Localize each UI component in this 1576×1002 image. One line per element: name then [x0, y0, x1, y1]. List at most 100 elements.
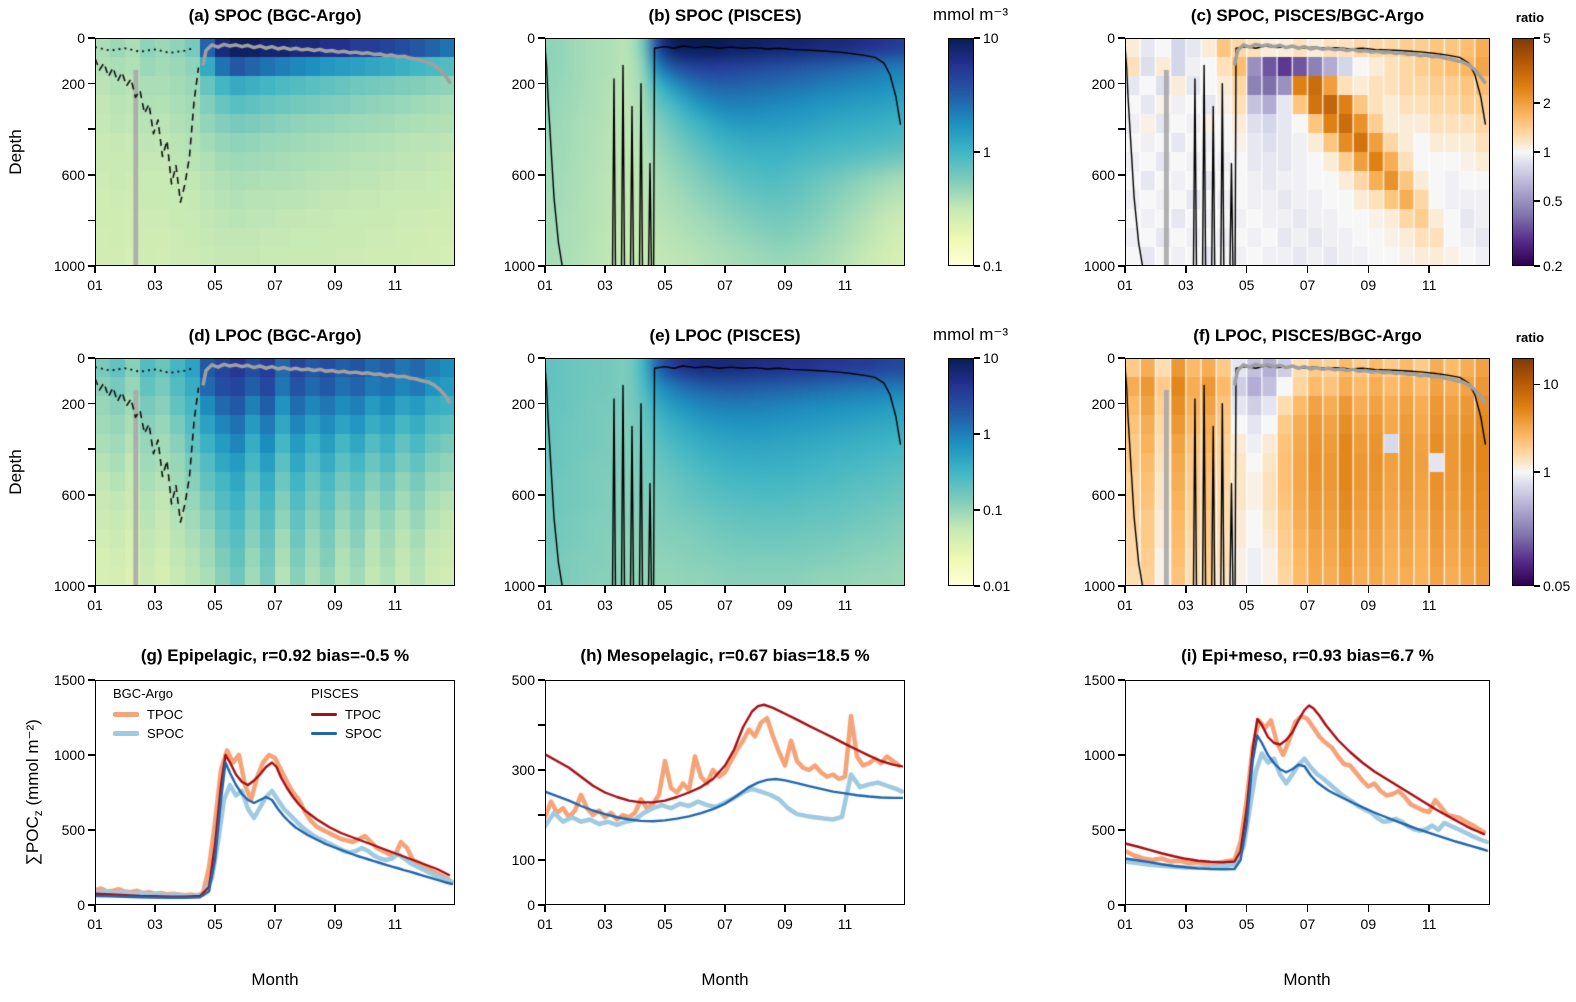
x-tick-mark-g: [154, 905, 156, 912]
legend-item-argo-spoc: SPOC: [113, 724, 184, 743]
x-tick-label-e: 07: [717, 597, 733, 613]
x-tick-label-d: 05: [207, 597, 223, 613]
x-tick-label-h: 05: [657, 916, 673, 932]
sum-poc-units: (mmol m⁻²): [22, 719, 42, 811]
x-tick-mark-e: [544, 586, 546, 593]
x-tick-label-b: 09: [777, 277, 793, 293]
heatmap-c-canvas: [1125, 38, 1490, 266]
x-tick-mark-d: [214, 586, 216, 593]
colorbar-de-tick-label: 10: [983, 350, 999, 366]
panel-g-epipelagic: [95, 680, 455, 905]
colorbar-f: [1512, 358, 1534, 586]
colorbar-ab: [948, 38, 974, 266]
x-tick-mark-g: [94, 905, 96, 912]
y-tick-mark-b: [538, 265, 545, 267]
legend-group-pisces-title: PISCES: [311, 686, 359, 701]
y-tick-label-i: 1000: [1083, 747, 1115, 763]
x-tick-mark-g: [214, 905, 216, 912]
x-tick-label-a: 09: [327, 277, 343, 293]
y-tick-mark-f: [1118, 585, 1125, 587]
panel-a-spoc-bgcargo: [95, 38, 455, 266]
y-tick-mark-f: [1118, 448, 1125, 450]
x-tick-mark-d: [154, 586, 156, 593]
x-tick-mark-i: [1367, 905, 1370, 912]
panel-d-title: (d) LPOC (BGC-Argo): [188, 326, 362, 345]
panel-h-title: (h) Mesopelagic, r=0.67 bias=18.5 %: [580, 646, 870, 665]
x-tick-label-a: 11: [387, 277, 403, 293]
panel-b-spoc-pisces: [545, 38, 905, 266]
x-tick-label-f: 01: [1117, 597, 1133, 613]
y-tick-label-f: 200: [1091, 395, 1115, 412]
x-tick-label-a: 01: [87, 277, 103, 293]
colorbar-ab-units: mmol m⁻³: [932, 5, 1008, 24]
x-tick-mark-a: [94, 266, 96, 273]
y-tick-label-b: 200: [511, 75, 535, 92]
colorbar-c-tick-label: 0.5: [1543, 193, 1563, 210]
x-tick-label-g: 11: [387, 916, 403, 932]
x-tick-mark-i: [1124, 905, 1126, 912]
y-tick-mark-d: [88, 402, 95, 405]
y-tick-mark-b: [538, 82, 545, 85]
legend-item-pisces-tpoc: TPOC: [311, 705, 382, 724]
x-tick-label-b: 11: [837, 277, 853, 293]
colorbar-f-tick-label: 10: [1543, 376, 1559, 393]
legend-item-pisces-tpoc-label: TPOC: [345, 707, 382, 722]
x-tick-mark-a: [394, 266, 396, 273]
y-tick-label-d: 600: [61, 486, 85, 503]
y-tick-mark-d: [88, 357, 95, 359]
x-tick-label-d: 09: [327, 597, 343, 613]
y-tick-label-h: 0: [527, 897, 535, 913]
colorbar-de-units: mmol m⁻³: [932, 325, 1008, 344]
y-tick-label-g: 500: [61, 822, 85, 838]
y-tick-mark-b: [538, 128, 545, 130]
x-tick-label-c: 07: [1299, 277, 1316, 293]
x-tick-mark-d: [334, 586, 336, 593]
x-tick-label-e: 11: [837, 597, 853, 613]
legend-item-argo-tpoc: TPOC: [113, 705, 184, 724]
y-tick-label-d: 0: [77, 350, 85, 366]
pisces-tpoc-swatch: [311, 713, 337, 716]
y-tick-mark-e: [538, 448, 545, 450]
x-tick-mark-i: [1185, 905, 1187, 912]
y-tick-mark-g: [88, 679, 95, 681]
y-tick-label-f: 1000: [1083, 578, 1115, 594]
x-tick-label-h: 09: [777, 916, 793, 932]
y-tick-label-i: 1500: [1083, 672, 1115, 688]
x-tick-label-h: 07: [717, 916, 733, 932]
y-tick-label-a: 1000: [53, 258, 85, 274]
y-tick-mark-f: [1118, 357, 1125, 359]
x-tick-mark-h: [544, 905, 546, 912]
x-tick-mark-c: [1306, 266, 1309, 273]
x-tick-label-b: 03: [597, 277, 613, 293]
depth-axis-label-row2: Depth: [6, 449, 25, 495]
x-tick-mark-f: [1124, 586, 1126, 593]
y-tick-label-c: 1000: [1083, 258, 1115, 274]
y-tick-mark-e: [538, 494, 545, 496]
linechart-h-canvas: [545, 680, 905, 905]
x-tick-mark-g: [334, 905, 336, 912]
colorbar-ab-tick-label: 1: [983, 144, 991, 160]
x-tick-label-b: 05: [657, 277, 673, 293]
x-tick-label-f: 11: [1421, 597, 1437, 613]
x-tick-mark-e: [844, 586, 846, 593]
panel-i-epimeso: [1125, 680, 1490, 905]
y-tick-label-g: 0: [77, 897, 85, 913]
x-tick-mark-h: [664, 905, 666, 912]
y-tick-label-c: 0: [1107, 30, 1115, 46]
colorbar-de: [948, 358, 974, 586]
colorbar-c-tick-label: 0.2: [1543, 257, 1563, 274]
x-tick-mark-b: [604, 266, 606, 273]
y-tick-label-g: 1500: [53, 672, 85, 688]
panel-e-lpoc-pisces: [545, 358, 905, 586]
x-tick-label-c: 03: [1178, 277, 1194, 293]
x-tick-label-h: 03: [597, 916, 613, 932]
argo-spoc-swatch: [113, 731, 139, 736]
y-tick-label-d: 1000: [53, 578, 85, 594]
panel-h-mesopelagic: [545, 680, 905, 905]
x-tick-mark-b: [844, 266, 846, 273]
x-tick-label-a: 07: [267, 277, 283, 293]
colorbar-f-tick-mark: [1534, 471, 1540, 473]
colorbar-de-tick-label: 0.01: [983, 578, 1011, 594]
x-tick-label-i: 11: [1421, 916, 1437, 932]
x-tick-mark-b: [664, 266, 666, 273]
